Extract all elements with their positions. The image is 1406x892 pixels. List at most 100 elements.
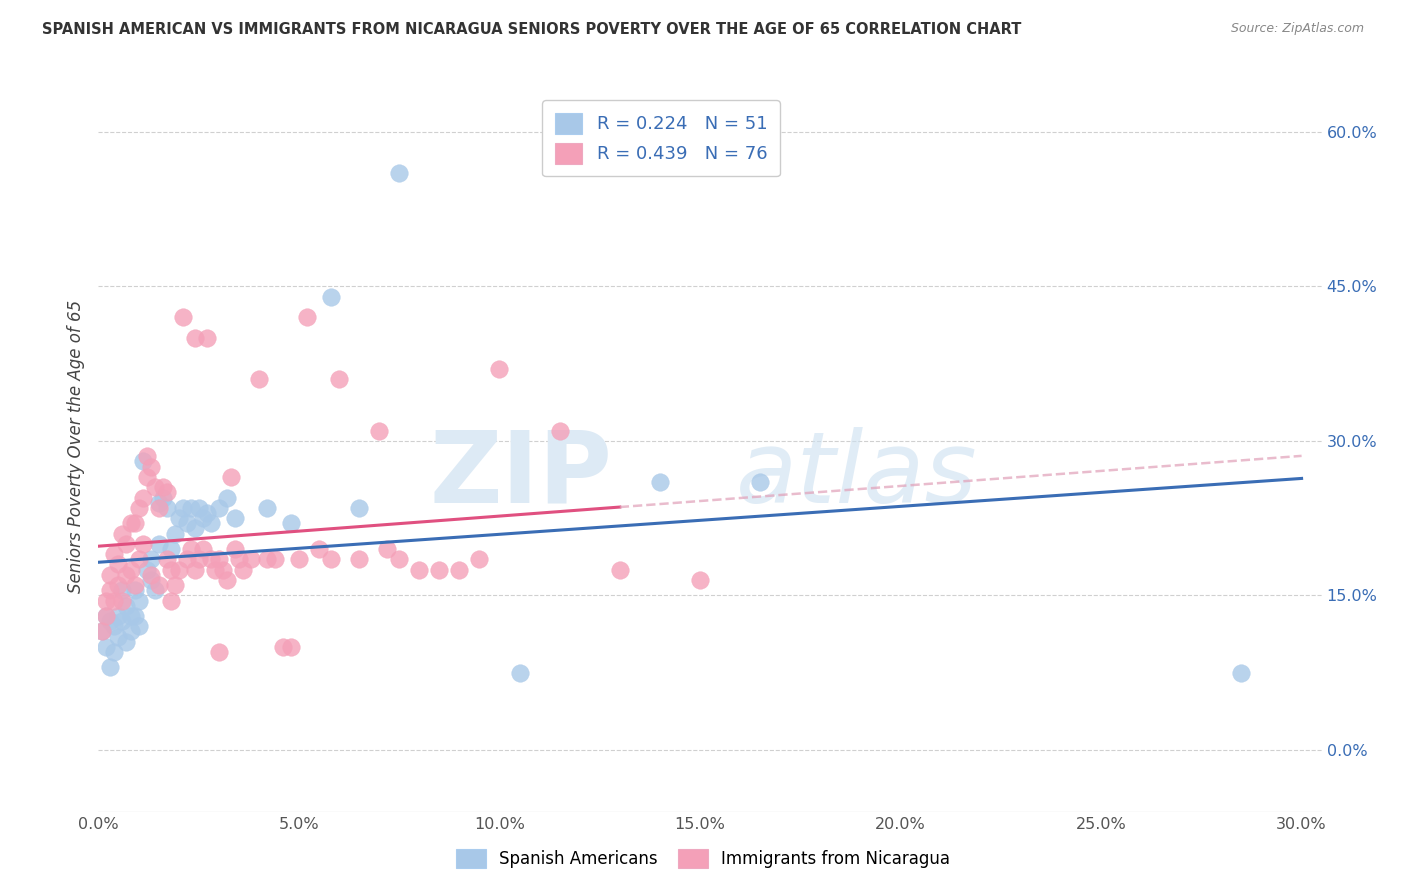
Point: [120, 563, 142, 577]
Point: [180, 500, 202, 515]
Point: [128, 593, 150, 607]
Point: [176, 552, 198, 566]
Point: [648, 475, 671, 489]
Point: [155, 500, 177, 515]
Point: [91, 624, 114, 639]
Point: [115, 599, 138, 613]
Point: [368, 424, 391, 438]
Point: [124, 583, 146, 598]
Point: [120, 624, 142, 639]
Point: [295, 310, 318, 325]
Point: [167, 511, 190, 525]
Point: [219, 470, 242, 484]
Point: [319, 552, 342, 566]
Point: [200, 516, 222, 531]
Point: [215, 491, 238, 505]
Point: [319, 290, 342, 304]
Point: [163, 526, 186, 541]
Point: [247, 372, 270, 386]
Point: [609, 563, 631, 577]
Point: [135, 470, 157, 484]
Point: [159, 593, 181, 607]
Point: [689, 573, 711, 587]
Point: [509, 665, 531, 680]
Point: [103, 593, 125, 607]
Point: [159, 541, 181, 556]
Point: [204, 563, 226, 577]
Point: [148, 496, 170, 510]
Point: [115, 537, 138, 551]
Point: [176, 516, 198, 531]
Point: [100, 583, 122, 598]
Point: [280, 516, 302, 531]
Point: [172, 500, 194, 515]
Point: [211, 563, 233, 577]
Point: [200, 552, 222, 566]
Point: [120, 516, 142, 531]
Point: [103, 547, 125, 561]
Point: [152, 480, 174, 494]
Point: [143, 583, 166, 598]
Point: [375, 541, 398, 556]
Point: [208, 500, 231, 515]
Point: [1230, 665, 1253, 680]
Point: [271, 640, 294, 654]
Point: [208, 552, 231, 566]
Point: [195, 331, 218, 345]
Text: Source: ZipAtlas.com: Source: ZipAtlas.com: [1230, 22, 1364, 36]
Point: [388, 552, 411, 566]
Point: [191, 511, 214, 525]
Point: [408, 563, 430, 577]
Point: [107, 578, 129, 592]
Point: [128, 552, 150, 566]
Point: [191, 541, 214, 556]
Point: [308, 541, 330, 556]
Point: [128, 619, 150, 633]
Point: [100, 567, 122, 582]
Point: [124, 609, 146, 624]
Point: [139, 459, 162, 474]
Point: [107, 609, 129, 624]
Point: [115, 634, 138, 648]
Point: [148, 578, 170, 592]
Point: [135, 450, 157, 464]
Point: [167, 563, 190, 577]
Point: [124, 578, 146, 592]
Point: [180, 541, 202, 556]
Point: [449, 563, 471, 577]
Point: [131, 491, 153, 505]
Point: [96, 640, 118, 654]
Point: [107, 558, 129, 572]
Point: [139, 552, 162, 566]
Text: atlas: atlas: [735, 426, 977, 524]
Point: [143, 480, 166, 494]
Point: [347, 500, 370, 515]
Point: [256, 552, 278, 566]
Point: [96, 609, 118, 624]
Point: [115, 567, 138, 582]
Point: [427, 563, 450, 577]
Point: [148, 500, 170, 515]
Point: [96, 593, 118, 607]
Text: SPANISH AMERICAN VS IMMIGRANTS FROM NICARAGUA SENIORS POVERTY OVER THE AGE OF 65: SPANISH AMERICAN VS IMMIGRANTS FROM NICA…: [42, 22, 1022, 37]
Point: [111, 614, 134, 628]
Y-axis label: Seniors Poverty Over the Age of 65: Seniors Poverty Over the Age of 65: [66, 300, 84, 592]
Point: [155, 485, 177, 500]
Point: [111, 526, 134, 541]
Point: [139, 573, 162, 587]
Point: [187, 552, 209, 566]
Point: [195, 506, 218, 520]
Point: [100, 614, 122, 628]
Point: [131, 454, 153, 468]
Point: [107, 630, 129, 644]
Point: [159, 563, 181, 577]
Point: [347, 552, 370, 566]
Point: [135, 563, 157, 577]
Point: [187, 500, 209, 515]
Point: [183, 331, 205, 345]
Point: [468, 552, 491, 566]
Point: [239, 552, 262, 566]
Point: [163, 578, 186, 592]
Point: [388, 166, 411, 180]
Point: [103, 645, 125, 659]
